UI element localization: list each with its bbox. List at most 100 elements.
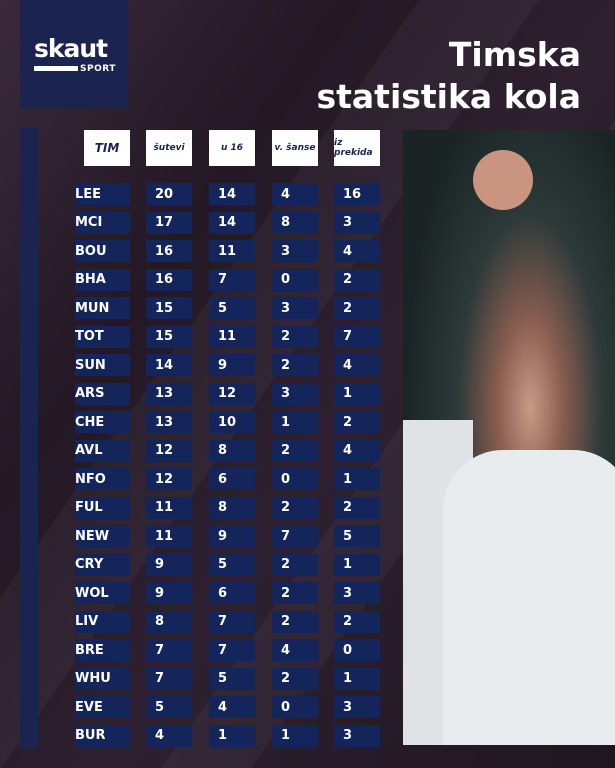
- stat-cell: 12: [209, 382, 255, 405]
- header-sutevi: šutevi: [146, 130, 192, 166]
- stat-cell: 4: [209, 696, 255, 718]
- stat-cell: 4: [334, 354, 380, 376]
- header-v-sanse: v. šanse: [272, 130, 318, 166]
- stat-cell: 3: [272, 240, 318, 262]
- table-row: WOL 9 6 2 3: [0, 582, 400, 604]
- stat-cell: 2: [272, 496, 318, 519]
- stat-cell: 14: [146, 354, 192, 376]
- stat-cell: 4: [272, 183, 318, 205]
- table-row: AVL 12 8 2 4: [0, 439, 400, 462]
- team-cell: EVE: [75, 696, 130, 718]
- stat-cell: 7: [209, 268, 255, 291]
- stat-cell: 4: [334, 439, 380, 462]
- stat-cell: 0: [272, 468, 318, 490]
- table-row: EVE 5 4 0 3: [0, 696, 400, 718]
- stat-cell: 2: [334, 268, 380, 291]
- team-cell: TOT: [75, 325, 130, 348]
- table-row: NFO 12 6 0 1: [0, 468, 400, 490]
- stat-cell: 14: [209, 183, 255, 205]
- stat-cell: 2: [272, 439, 318, 462]
- table-row: WHU 7 5 2 1: [0, 667, 400, 690]
- stat-cell: 0: [334, 639, 380, 661]
- stat-cell: 2: [272, 553, 318, 576]
- stat-cell: 16: [146, 268, 192, 291]
- left-accent-bar: [20, 128, 38, 748]
- team-cell: NEW: [75, 525, 130, 547]
- stat-cell: 3: [272, 297, 318, 319]
- table-row: LEE 20 14 4 16: [0, 183, 400, 205]
- stat-cell: 9: [209, 354, 255, 376]
- title-line-2: statistika kola: [316, 77, 581, 116]
- stat-cell: 6: [209, 468, 255, 490]
- team-cell: FUL: [75, 496, 130, 519]
- stat-cell: 7: [334, 325, 380, 348]
- stat-cell: 6: [209, 582, 255, 604]
- team-cell: BRE: [75, 639, 130, 661]
- stat-cell: 5: [146, 696, 192, 718]
- stat-cell: 0: [272, 268, 318, 291]
- header-tim: TIM: [84, 130, 130, 166]
- stat-cell: 1: [334, 553, 380, 576]
- stat-cell: 7: [209, 610, 255, 633]
- stat-cell: 4: [146, 724, 192, 747]
- stat-cell: 10: [209, 411, 255, 433]
- stat-cell: 15: [146, 297, 192, 319]
- table-row: NEW 11 9 7 5: [0, 525, 400, 547]
- stat-cell: 8: [272, 211, 318, 234]
- table-row: CRY 9 5 2 1: [0, 553, 400, 576]
- stat-cell: 1: [272, 724, 318, 747]
- team-cell: NFO: [75, 468, 130, 490]
- stat-cell: 16: [146, 240, 192, 262]
- stat-cell: 7: [146, 667, 192, 690]
- stat-cell: 2: [272, 582, 318, 604]
- team-cell: MCI: [75, 211, 130, 234]
- stat-cell: 9: [146, 553, 192, 576]
- table-row: MUN 15 5 3 2: [0, 297, 400, 319]
- stat-cell: 13: [146, 382, 192, 405]
- logo-sub: SPORT: [80, 64, 116, 74]
- team-cell: MUN: [75, 297, 130, 319]
- player-photo: [403, 130, 615, 745]
- stat-cell: 1: [272, 411, 318, 433]
- header-iz-prekida: iz prekida: [334, 130, 380, 166]
- table-row: SUN 14 9 2 4: [0, 354, 400, 376]
- stat-cell: 2: [272, 325, 318, 348]
- stat-cell: 3: [334, 696, 380, 718]
- stat-cell: 11: [209, 240, 255, 262]
- stat-cell: 16: [334, 183, 380, 205]
- stat-cell: 17: [146, 211, 192, 234]
- header-u16: u 16: [209, 130, 255, 166]
- stat-cell: 3: [334, 724, 380, 747]
- stat-cell: 4: [334, 240, 380, 262]
- stat-cell: 15: [146, 325, 192, 348]
- stat-cell: 11: [146, 525, 192, 547]
- team-cell: LEE: [75, 183, 130, 205]
- stat-cell: 3: [272, 382, 318, 405]
- table-row: ARS 13 12 3 1: [0, 382, 400, 405]
- table-row: BRE 7 7 4 0: [0, 639, 400, 661]
- stat-cell: 0: [272, 696, 318, 718]
- stat-cell: 14: [209, 211, 255, 234]
- stat-cell: 9: [146, 582, 192, 604]
- stat-cell: 12: [146, 439, 192, 462]
- table-row: FUL 11 8 2 2: [0, 496, 400, 519]
- team-cell: LIV: [75, 610, 130, 633]
- team-cell: CRY: [75, 553, 130, 576]
- stat-cell: 5: [209, 553, 255, 576]
- skaut-logo: skaut SPORT: [20, 0, 128, 108]
- title-line-1: Timska: [448, 35, 581, 74]
- table-row: BUR 4 1 1 3: [0, 724, 400, 747]
- stat-cell: 12: [146, 468, 192, 490]
- team-cell: SUN: [75, 354, 130, 376]
- stat-cell: 2: [272, 667, 318, 690]
- stat-cell: 8: [146, 610, 192, 633]
- stat-cell: 20: [146, 183, 192, 205]
- team-cell: BUR: [75, 724, 130, 747]
- stat-cell: 2: [334, 610, 380, 633]
- stat-cell: 5: [209, 667, 255, 690]
- stat-cell: 3: [334, 582, 380, 604]
- stat-cell: 1: [334, 468, 380, 490]
- stat-cell: 4: [272, 639, 318, 661]
- stat-cell: 1: [334, 382, 380, 405]
- stat-cell: 13: [146, 411, 192, 433]
